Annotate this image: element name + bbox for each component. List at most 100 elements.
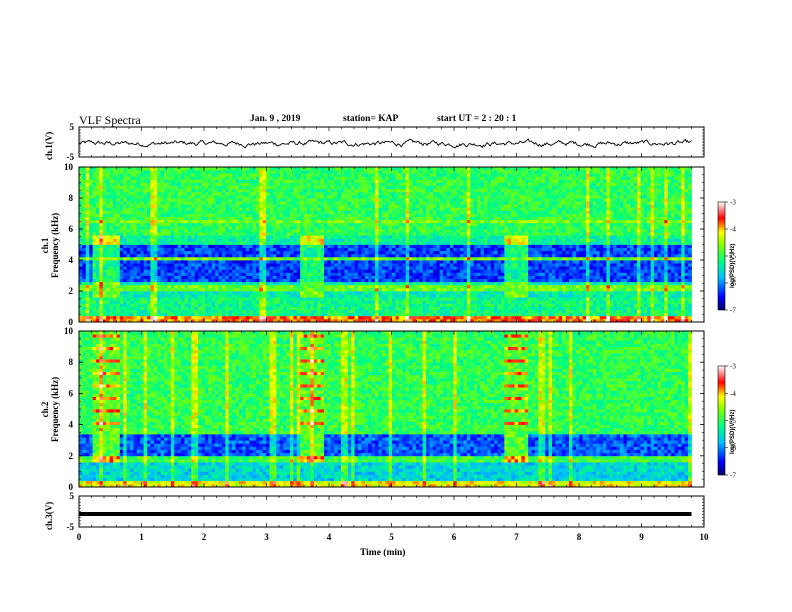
spectrogram-cell [337,263,342,267]
spectrogram-cell [133,207,138,211]
spectrogram-cell [221,204,226,208]
spectrogram-cell [211,281,216,286]
spectrogram-cell [96,173,100,177]
spectrogram-cell [235,278,240,283]
spectrogram-cell [296,219,301,224]
spectrogram-cell [198,219,202,224]
spectrogram-cell [398,300,403,304]
spectrogram-cell [276,281,281,286]
spectrogram-cell [313,198,318,202]
spectrogram-cell [238,309,243,314]
spectrogram-cell [136,173,141,177]
spectrogram-cell [385,204,390,208]
spectrogram-cell [147,204,151,208]
spectrogram-cell [109,306,114,310]
spectrogram-cell [235,176,240,180]
spectrogram-cell [245,260,250,264]
spectrogram-cell [249,232,253,236]
spectrogram-cell [160,229,165,233]
spectrogram-cell [238,185,243,190]
spectrogram-cell [378,238,383,242]
spectrogram-cell [245,213,250,217]
spectrogram-cell [204,291,209,295]
spectrogram-cell [409,173,413,177]
spectrogram-cell [245,216,250,221]
spectrogram-cell [184,225,189,230]
spectrogram-cell [371,256,376,261]
spectrogram-cell [82,309,87,314]
spectrogram-cell [198,179,202,183]
spectrogram-cell [225,284,230,289]
spectrogram-cell [164,235,168,239]
spectrogram-cell [228,256,233,261]
spectrogram-cell [313,297,318,301]
spectrogram-cell [371,207,376,211]
spectrogram-cell [262,173,267,177]
spectrogram-cell [402,275,407,279]
spectrogram-cell [402,238,407,242]
spectrogram-cell [398,263,403,267]
spectrogram-cell [150,291,155,295]
spectrogram-cell [218,185,223,190]
spectrogram-cell [358,194,362,199]
spectrogram-cell [269,241,274,245]
spectrogram-cell [313,232,318,236]
spectrogram-cell [409,256,413,261]
spectrogram-cell [283,173,287,177]
spectrogram-cell [150,188,155,193]
spectrogram-cell [170,275,175,279]
spectrogram-cell [330,238,335,242]
spectrogram-cell [378,194,383,199]
spectrogram-cell [320,269,325,273]
spectrogram-cell [242,201,247,205]
spectrogram-cell [164,260,168,264]
spectrogram-cell [279,309,284,314]
spectrogram-cell [150,241,155,245]
spectrogram-cell [276,278,281,283]
spectrogram-cell [140,303,145,307]
spectrogram-cell [116,176,121,180]
spectrogram-cell [286,213,291,217]
spectrogram-cell [351,300,356,304]
spectrogram-cell [364,294,369,298]
spectrogram-cell [201,315,206,320]
spectrogram-cell [327,238,332,242]
spectrogram-cell [187,194,192,199]
spectrogram-cell [170,266,175,270]
spectrogram-cell [99,225,104,230]
spectrogram-cell [361,318,366,323]
spectrogram-cell [204,173,209,177]
spectrogram-cell [191,191,196,196]
spectrogram-cell [385,219,390,224]
spectrogram-cell [398,188,403,193]
spectrogram-cell [313,222,318,227]
spectrogram-cell [358,198,362,202]
spectrogram-cell [262,198,267,202]
spectrogram-cell [283,179,287,183]
spectrogram-cell [82,281,87,286]
spectrogram-cell [364,216,369,221]
spectrogram-cell [269,312,274,317]
spectrogram-cell [85,256,90,261]
spectrogram-cell [371,204,376,208]
spectrogram-cell [341,272,345,276]
spectrogram-cell [211,235,216,239]
spectrogram-cell [293,198,298,202]
spectrogram-cell [218,229,223,233]
spectrogram-cell [398,235,403,239]
spectrogram-cell [238,229,243,233]
spectrogram-cell [228,260,233,264]
spectrogram-cell [293,170,298,174]
spectrogram-cell [361,250,366,255]
spectrogram-cell [123,210,128,214]
spectrogram-cell [211,256,216,261]
spectrogram-cell [194,269,199,273]
spectrogram-cell [235,284,240,289]
spectrogram-cell [276,219,281,224]
spectrogram-cell [123,194,128,199]
spectrogram-cell [313,312,318,317]
spectrogram-cell [286,210,291,214]
spectrogram-cell [266,250,270,255]
spectrogram-cell [283,247,287,252]
spectrogram-cell [102,207,107,211]
